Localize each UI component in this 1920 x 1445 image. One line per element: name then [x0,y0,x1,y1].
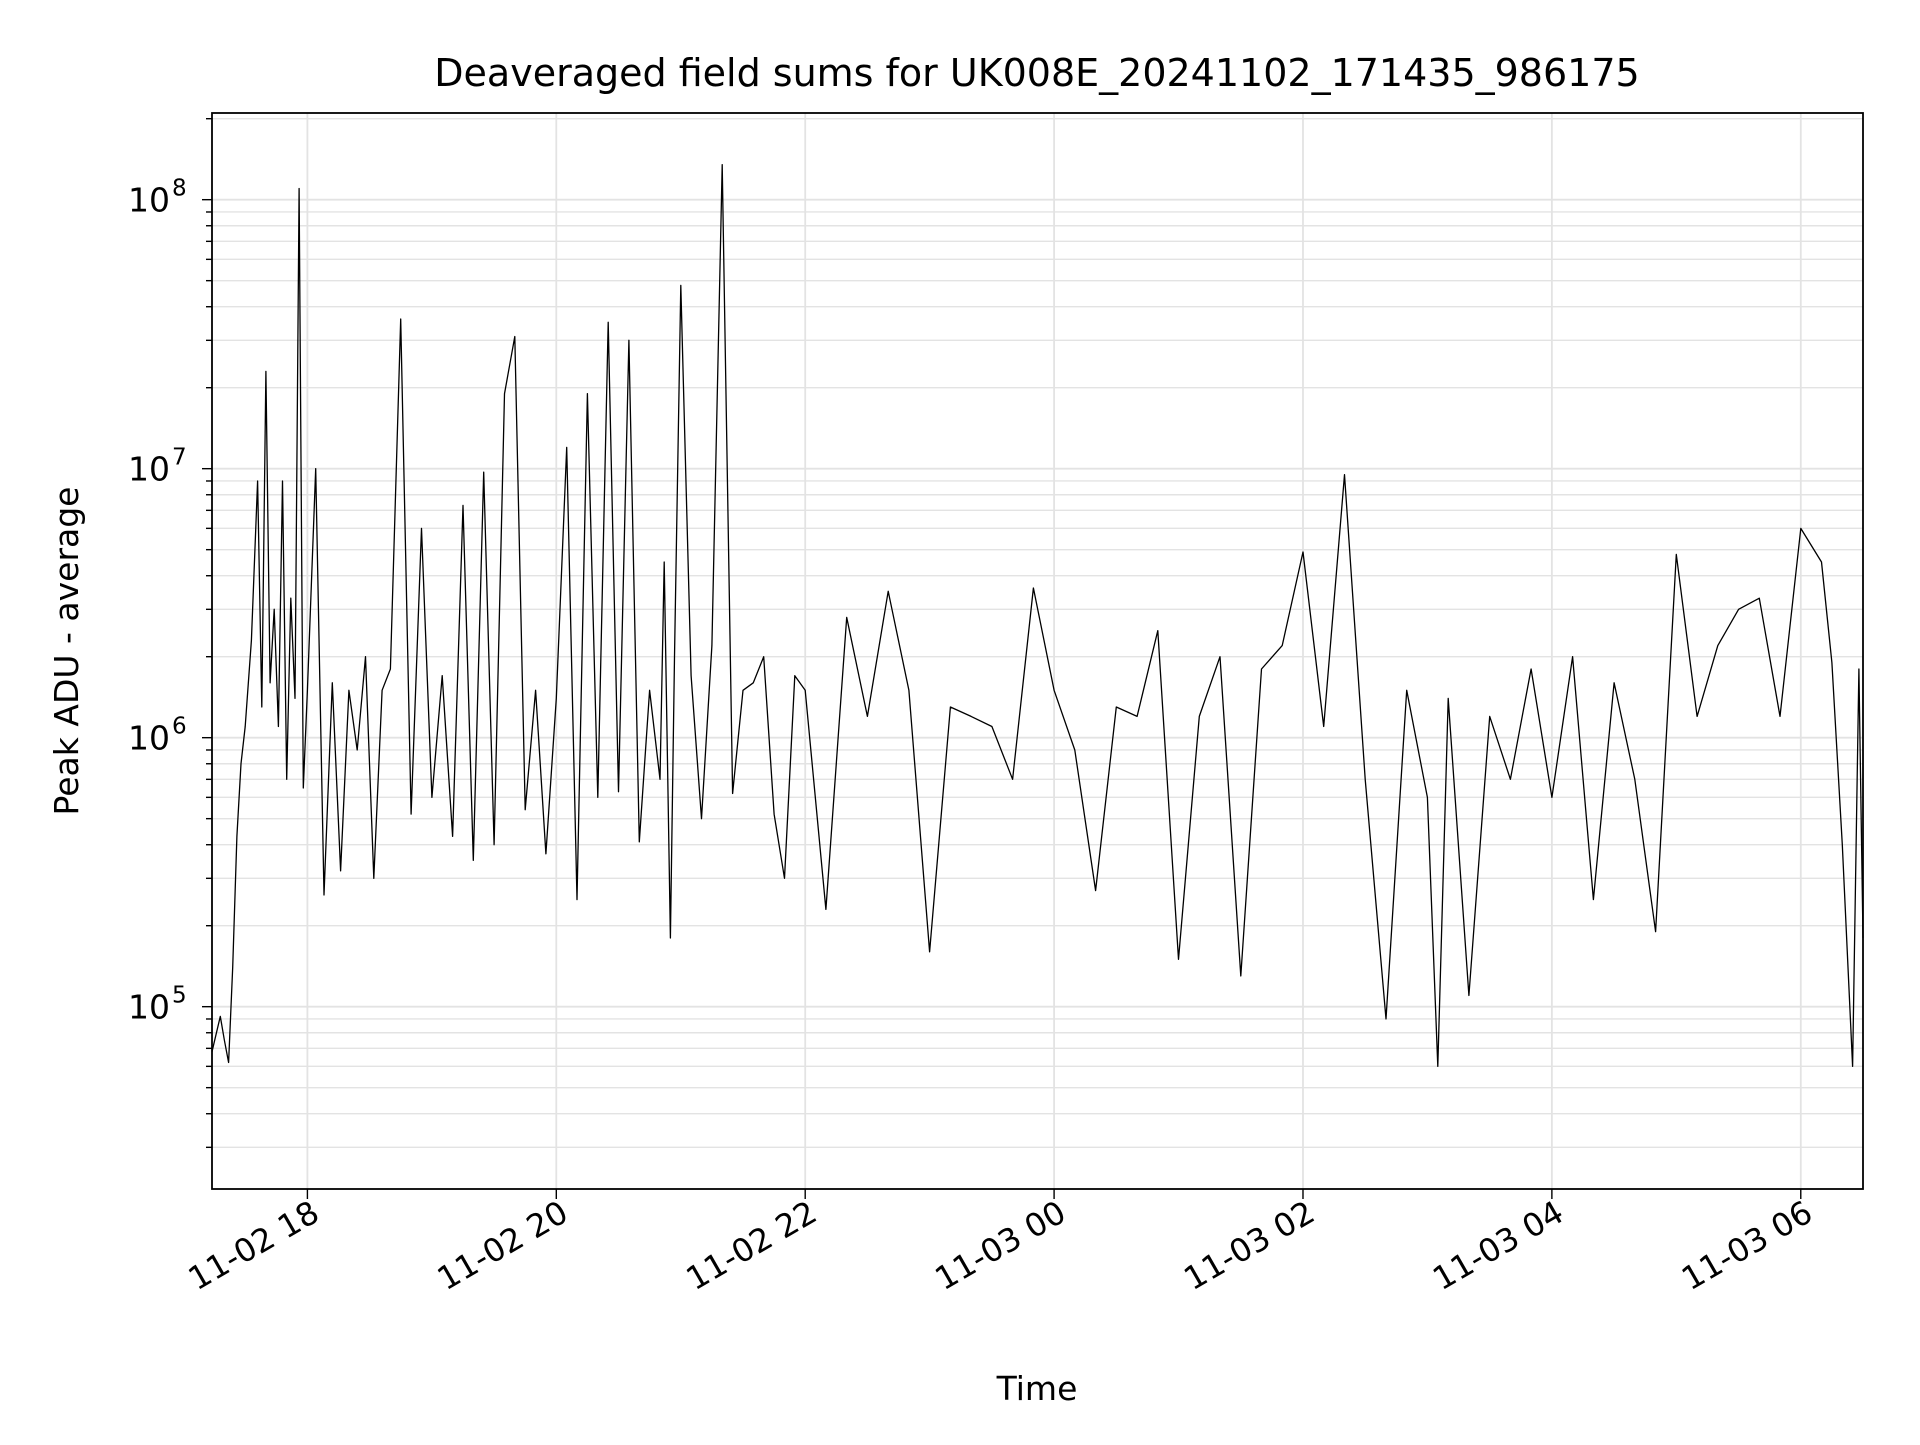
plot-area-frame [211,112,1864,1190]
y-tick-label-exponent: 8 [172,176,187,202]
y-axis-label: Peak ADU - average [47,487,86,816]
series-layer [211,163,1864,1068]
y-tick-label-base: 10 [128,181,170,220]
y-tick-label-exponent: 7 [172,445,187,471]
y-tick-label: 10 5 [128,983,187,1027]
y-tick-label: 10 8 [128,176,187,220]
y-tick-label: 10 7 [128,445,187,489]
series-line [211,163,1864,1068]
y-tick-label-base: 10 [128,719,170,758]
chart-title: Deaveraged field sums for UK008E_2024110… [434,51,1639,95]
y-tick-label-exponent: 6 [172,714,187,740]
x-axis-label: Time [996,1369,1078,1408]
y-tick-label: 10 6 [128,714,187,758]
y-tick-label-base: 10 [128,988,170,1027]
y-tick-label-exponent: 5 [172,983,187,1009]
y-tick-label-base: 10 [128,450,170,489]
grid-lines [212,113,1863,1189]
